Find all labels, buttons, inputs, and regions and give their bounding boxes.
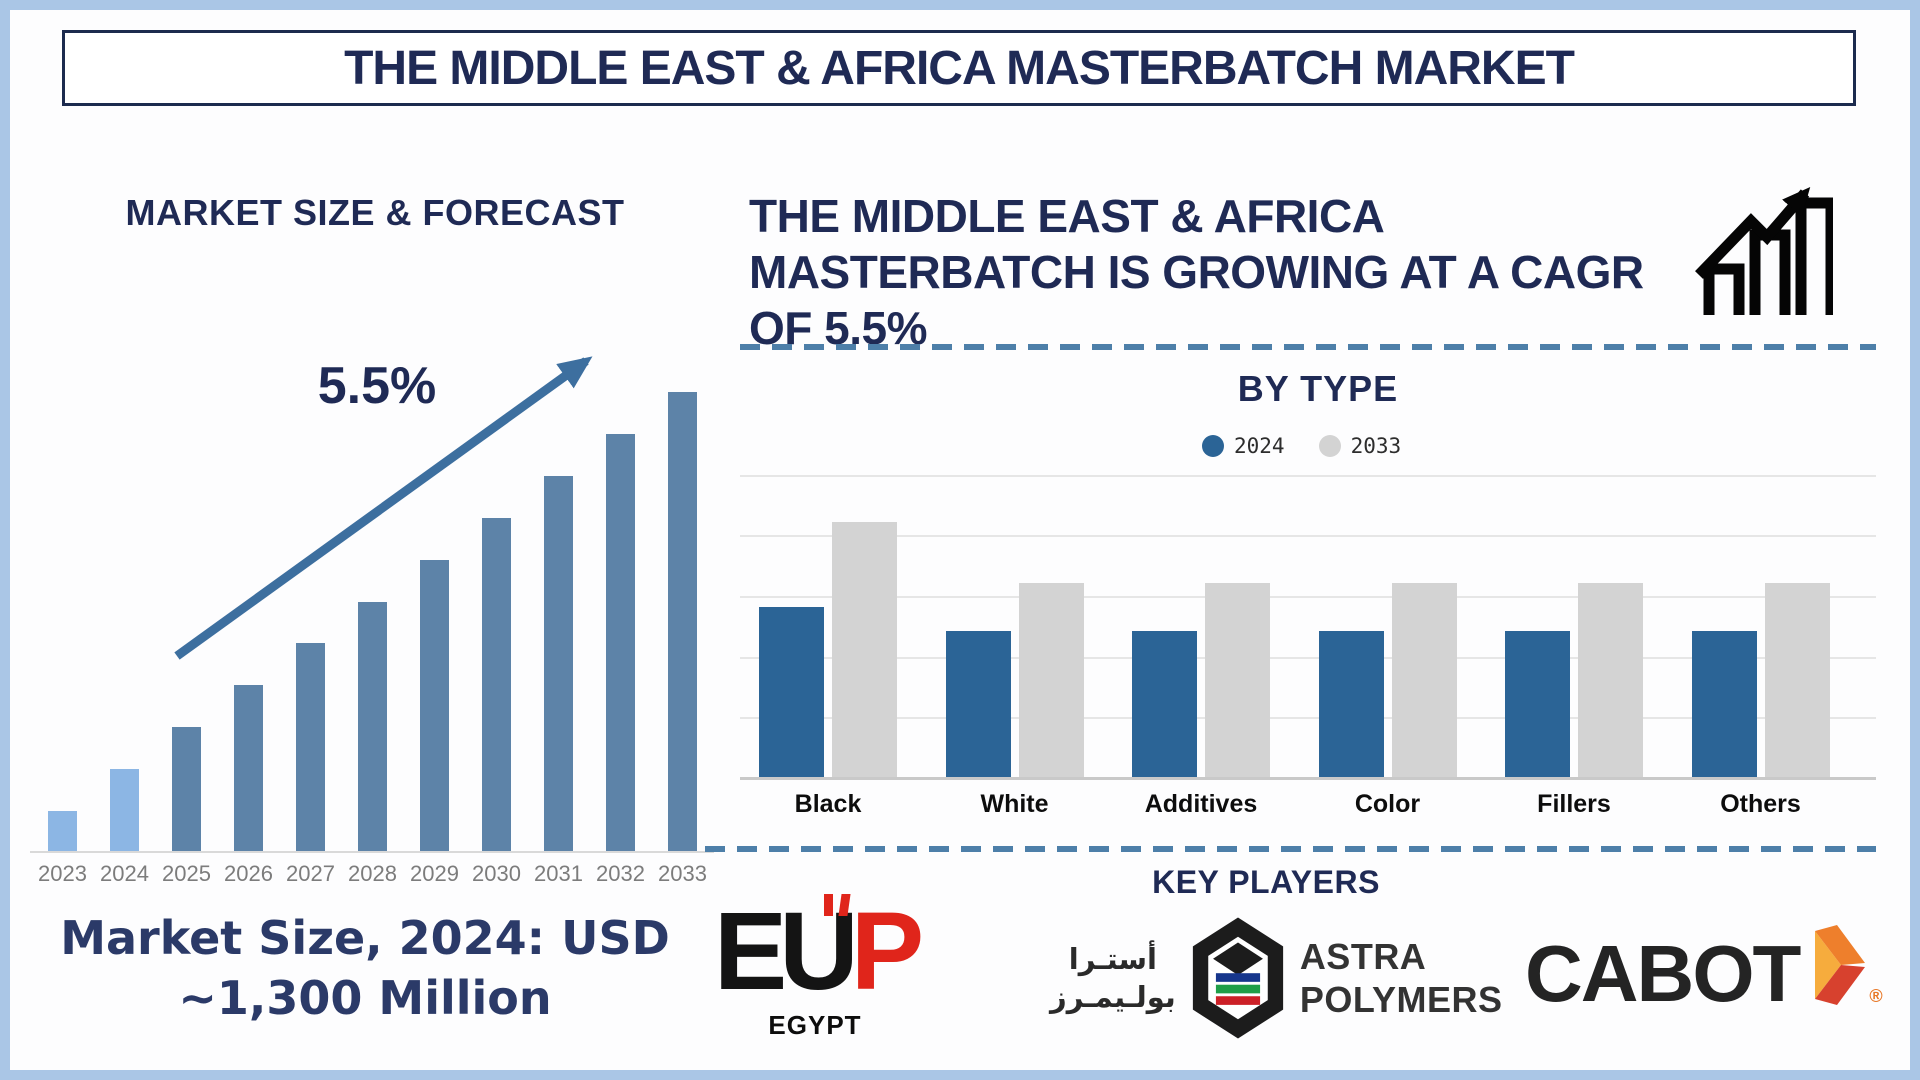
legend-label-2024: 2024 [1234, 434, 1285, 458]
cagr-headline: THE MIDDLE EAST & AFRICA MASTERBATCH IS … [749, 188, 1669, 356]
bytype-bar-color-2024 [1318, 631, 1384, 777]
forecast-year-label: 2027 [286, 861, 335, 886]
astra-latin-line2: POLYMERS [1299, 979, 1503, 1020]
bytype-bar-color-2033 [1391, 583, 1457, 777]
bytype-category-label: Color [1354, 790, 1421, 818]
cabot-chevron-icon [1815, 925, 1866, 1005]
legend-dot-2033-icon [1318, 435, 1341, 457]
cabot-wordmark: CABOT [1525, 929, 1801, 1018]
forecast-bars [33, 388, 723, 853]
cagr-headline-line1: THE MIDDLE EAST & AFRICA [749, 190, 1385, 242]
forecast-bar-2031 [544, 476, 573, 853]
bytype-bar-fillers-2024 [1505, 631, 1570, 777]
forecast-years: 2023 2024 2025 2026 2027 2028 2029 2030 2031 2032… [33, 861, 733, 891]
astra-polymers-logo: أستـرا بولـيمـرز ASTRA POLYMERS [1050, 912, 1503, 1044]
growth-chart-icon [1695, 186, 1833, 315]
bytype-bar-white-2033 [1018, 583, 1084, 777]
bytype-bar-others-2024 [1691, 631, 1757, 777]
forecast-year-label: 2025 [162, 861, 211, 886]
trend-arrow-icon [174, 356, 593, 660]
astra-arabic-line1: أستـرا [1068, 942, 1157, 976]
bytype-gridline [740, 656, 1876, 659]
cagr-annotation: 5.5% [317, 357, 437, 415]
forecast-bar-2027 [296, 643, 325, 853]
bytype-bar-others-2033 [1764, 583, 1830, 777]
bytype-bar-additives-2033 [1205, 583, 1270, 777]
eup-letter-e: E [713, 890, 787, 1013]
market-size-line1: Market Size, 2024: USD [60, 911, 670, 965]
legend-item-2024: 2024 [1202, 434, 1285, 458]
forecast-year-label: 2028 [348, 861, 397, 886]
legend-item-2033: 2033 [1318, 434, 1402, 458]
forecast-bar-2023 [48, 811, 77, 853]
market-size-forecast-heading: MARKET SIZE & FORECAST [125, 192, 625, 233]
bytype-bar-fillers-2033 [1578, 583, 1643, 777]
dashed-divider-bottom [705, 846, 1876, 852]
eup-letter-p: P [850, 890, 924, 1013]
bytype-category-label: White [980, 790, 1049, 818]
bytype-bar-white-2024 [945, 631, 1011, 777]
forecast-bar-2032 [606, 434, 635, 853]
bytype-bar-black-2024 [759, 607, 824, 777]
forecast-bar-2024 [110, 769, 139, 853]
bytype-category-label: Others [1720, 790, 1801, 818]
page-title: THE MIDDLE EAST & AFRICA MASTERBATCH MAR… [344, 41, 1575, 95]
bytype-gridline [740, 474, 1876, 477]
forecast-bar-2026 [234, 685, 263, 853]
forecast-year-label: 2030 [472, 861, 521, 886]
forecast-baseline [30, 851, 714, 853]
forecast-year-label: 2023 [38, 861, 87, 886]
bytype-bar-additives-2024 [1132, 631, 1197, 777]
forecast-year-label: 2031 [534, 861, 583, 886]
bytype-baseline [740, 777, 1876, 780]
title-banner: THE MIDDLE EAST & AFRICA MASTERBATCH MAR… [62, 30, 1856, 106]
bytype-labels: Black White Additives Color Fillers Others [740, 790, 1876, 826]
astra-arabic-text: أستـرا بولـيمـرز [1050, 940, 1176, 1016]
astra-latin-text: ASTRA POLYMERS [1300, 935, 1503, 1021]
market-size-line2: ~1,300 Million [178, 971, 552, 1025]
cagr-headline-line2: MASTERBATCH IS GROWING AT A CAGR [749, 246, 1644, 298]
bytype-plot [740, 460, 1876, 780]
bytype-gridline [740, 717, 1876, 720]
bytype-gridline [740, 595, 1876, 598]
forecast-bar-2033 [668, 392, 697, 853]
forecast-year-label: 2033 [658, 861, 707, 886]
key-players-heading: KEY PLAYERS [1152, 864, 1380, 900]
forecast-year-label: 2029 [410, 861, 459, 886]
cabot-registered-mark: ® [1869, 986, 1883, 1006]
eup-letter-u: U [779, 890, 859, 1013]
eup-red-accent-icon [823, 894, 833, 916]
bytype-category-label: Black [794, 790, 862, 818]
by-type-legend: 2024 2033 [1202, 434, 1401, 458]
astra-latin-line1: ASTRA [1299, 936, 1427, 977]
forecast-bar-2030 [482, 518, 511, 853]
bytype-category-label: Additives [1144, 790, 1258, 818]
forecast-bar-2025 [172, 727, 201, 853]
eup-egypt-logo: EU P EGYPT [705, 894, 925, 1041]
by-type-heading: BY TYPE [1237, 368, 1399, 409]
legend-dot-2024-icon [1202, 435, 1224, 457]
forecast-year-label: 2032 [596, 861, 645, 886]
bytype-category-label: Fillers [1537, 790, 1611, 818]
dashed-divider-top [740, 344, 1876, 350]
forecast-year-label: 2024 [100, 861, 149, 886]
forecast-bar-2028 [358, 602, 387, 853]
eup-wordmark: EU P [705, 894, 925, 1007]
bytype-gridline [740, 535, 1876, 538]
astra-arabic-line2: بولـيمـرز [1050, 980, 1176, 1014]
forecast-bar-2029 [420, 560, 449, 853]
cabot-logo: CABOT ® [1525, 925, 1883, 1020]
eup-egypt-label: EGYPT [768, 1010, 862, 1040]
legend-label-2033: 2033 [1350, 434, 1402, 458]
bytype-bar-black-2033 [832, 522, 897, 777]
market-size-callout: Market Size, 2024: USD ~1,300 Million [35, 908, 695, 1028]
astra-hexagon-icon [1192, 917, 1283, 1039]
forecast-year-label: 2026 [224, 861, 273, 886]
